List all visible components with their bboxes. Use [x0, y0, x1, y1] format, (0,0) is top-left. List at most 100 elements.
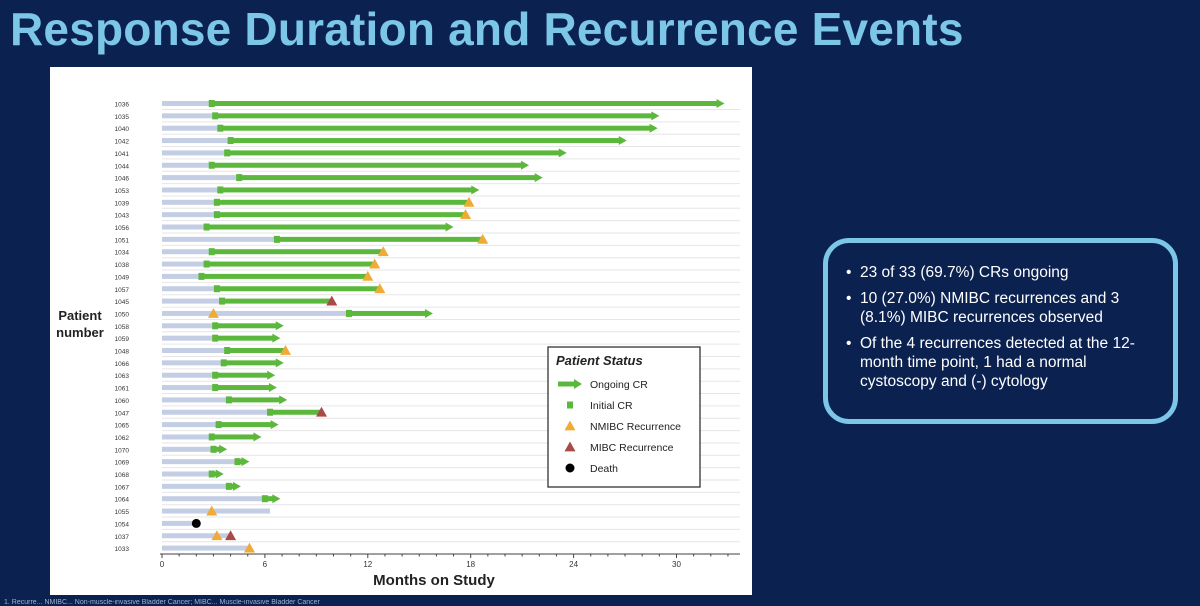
patient-row-1034: 1034 [115, 248, 384, 257]
initial-cr-marker [261, 495, 268, 503]
patient-label: 1035 [115, 114, 130, 121]
patient-row-1048: 1048 [115, 347, 286, 356]
pre-cr-bar [162, 372, 216, 378]
patient-label: 1061 [115, 386, 130, 393]
initial-cr-marker [212, 371, 219, 379]
patient-row-1049: 1049 [115, 272, 368, 281]
patient-row-1038: 1038 [115, 260, 375, 269]
y-axis-title: Patient number [56, 308, 104, 340]
response-bar [216, 199, 469, 205]
patient-label: 1058 [115, 324, 130, 331]
patient-row-1064: 1064 [115, 494, 281, 504]
pre-cr-bar [162, 113, 216, 119]
patient-row-1042: 1042 [115, 136, 627, 146]
response-bar [223, 360, 277, 366]
initial-cr-marker [217, 186, 224, 194]
patient-row-1055: 1055 [115, 508, 271, 516]
initial-cr-marker [210, 445, 217, 453]
pre-cr-bar [162, 236, 277, 242]
response-bar [215, 323, 277, 329]
initial-cr-marker [219, 297, 226, 305]
ongoing-cr-arrow [716, 99, 725, 108]
patient-label: 1043 [115, 213, 130, 220]
x-axis-title: Months on Study [373, 572, 495, 589]
ongoing-cr-arrow [618, 136, 627, 146]
nmibc-recurrence-marker [477, 233, 489, 244]
legend-ongoing-arrow [574, 379, 582, 389]
pre-cr-bar [162, 224, 207, 230]
patient-label: 1057 [115, 287, 130, 294]
pre-cr-bar [162, 125, 221, 131]
initial-cr-marker [225, 482, 232, 490]
response-bar [216, 286, 380, 292]
response-bar [218, 422, 272, 428]
patient-row-1053: 1053 [115, 185, 480, 195]
response-bar [211, 162, 523, 168]
nmibc-recurrence-marker [211, 530, 223, 541]
x-tick-label: 0 [160, 560, 165, 569]
legend-label-nmibc: NMIBC Recurrence [590, 421, 681, 433]
patient-row-1054: 1054 [115, 518, 201, 528]
patient-label: 1056 [115, 225, 130, 232]
patient-row-1068: 1068 [115, 469, 224, 479]
pre-cr-bar [162, 385, 216, 391]
ongoing-cr-arrow [267, 370, 276, 380]
patient-label: 1045 [115, 299, 130, 306]
swimmer-chart-panel: 1036 1035 1040 1042 1041 1044 1046 1053 1039 1043… [50, 67, 752, 595]
patient-label: 1068 [115, 472, 130, 479]
patient-label: 1039 [115, 200, 130, 207]
initial-cr-marker [212, 112, 219, 120]
pre-cr-bar [162, 298, 223, 304]
legend-label-ongoing: Ongoing CR [590, 379, 648, 391]
x-tick-label: 6 [263, 560, 268, 569]
patient-label: 1065 [115, 423, 130, 430]
mibc-recurrence-marker [326, 295, 338, 306]
patient-label: 1044 [115, 163, 130, 170]
response-bar [216, 212, 466, 218]
patient-row-1036: 1036 [115, 99, 725, 109]
ongoing-cr-arrow [275, 321, 284, 331]
legend-death-swatch [565, 463, 575, 473]
summary-bullet-recurrences: 10 (27.0%) NMIBC recurrences and 3 (8.1%… [846, 289, 1155, 327]
pre-cr-bar [162, 483, 229, 489]
response-bar [213, 446, 221, 452]
pre-cr-bar [162, 273, 202, 279]
patient-label: 1050 [115, 311, 130, 318]
pre-cr-bar [162, 434, 212, 440]
response-bar [348, 310, 426, 316]
initial-cr-marker [345, 309, 352, 317]
patient-label: 1038 [115, 262, 130, 269]
patient-row-1046: 1046 [115, 173, 543, 183]
initial-cr-marker [203, 223, 210, 231]
nmibc-recurrence-marker [369, 258, 381, 269]
initial-cr-marker [273, 235, 280, 243]
initial-cr-marker [213, 285, 220, 293]
pre-cr-bar [162, 422, 219, 428]
initial-cr-marker [227, 137, 234, 145]
legend-label-death: Death [590, 463, 618, 475]
initial-cr-marker [234, 458, 241, 466]
legend-box [547, 346, 701, 488]
pre-cr-bar [162, 175, 240, 181]
pre-cr-bar [162, 520, 197, 526]
response-bar [206, 261, 375, 267]
pre-cr-bar [162, 101, 212, 106]
patient-row-1051: 1051 [115, 235, 483, 244]
patient-label: 1047 [115, 410, 130, 417]
ongoing-cr-arrow [270, 420, 279, 430]
patient-label: 1067 [115, 484, 130, 491]
patient-row-1066: 1066 [115, 358, 284, 368]
ongoing-cr-arrow [219, 444, 228, 454]
patient-label: 1070 [115, 447, 130, 454]
ongoing-cr-arrow [272, 494, 281, 504]
x-tick-label: 30 [672, 560, 681, 569]
initial-cr-marker [208, 100, 215, 107]
response-bar [264, 496, 274, 502]
ongoing-cr-arrow [241, 457, 250, 467]
ongoing-cr-arrow [471, 185, 480, 195]
response-bar [227, 348, 286, 353]
patient-label: 1059 [115, 336, 130, 343]
pre-cr-bar [162, 187, 221, 193]
patient-row-1039: 1039 [115, 198, 469, 207]
patient-label: 1051 [115, 237, 130, 244]
